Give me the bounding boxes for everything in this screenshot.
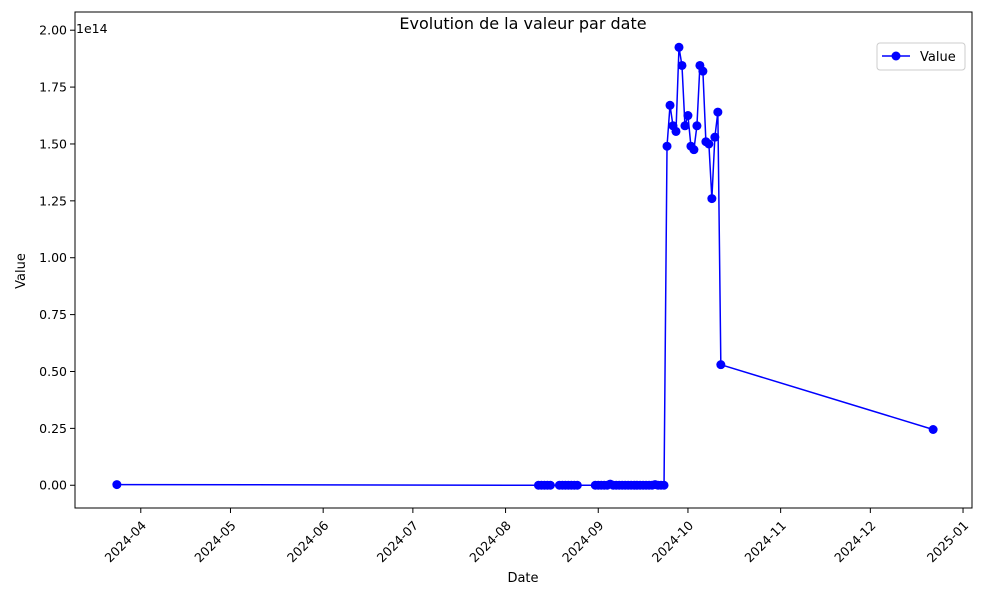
y-axis-label: Value [14, 253, 29, 289]
y-tick-label: 0.00 [39, 478, 67, 493]
data-point [928, 425, 938, 434]
data-point [659, 480, 669, 490]
data-point [689, 145, 699, 155]
data-point [680, 121, 690, 131]
legend-marker-swatch [891, 51, 901, 61]
data-point [716, 360, 726, 370]
data-point [665, 100, 675, 110]
data-point [707, 194, 717, 204]
y-tick-label: 1.75 [39, 80, 67, 95]
y-tick-label: 0.50 [39, 364, 67, 379]
y-tick-label: 0.25 [39, 421, 67, 436]
y-offset-text: 1e14 [76, 21, 108, 36]
data-point [671, 126, 681, 136]
data-point [692, 121, 702, 131]
x-axis-label: Date [507, 571, 538, 586]
data-point [112, 480, 122, 490]
data-point [677, 60, 687, 70]
legend-label: Value [920, 50, 956, 65]
y-tick-label: 1.50 [39, 136, 67, 151]
data-point [683, 111, 693, 121]
legend: Value [876, 42, 966, 71]
chart-title: Evolution de la valeur par date [399, 14, 646, 33]
data-point [710, 132, 720, 142]
plot-frame [74, 11, 973, 509]
series-layer [112, 42, 938, 490]
y-tick-label: 2.00 [39, 23, 67, 38]
data-point [674, 42, 684, 52]
data-point [572, 480, 582, 490]
y-tick-label: 1.00 [39, 250, 67, 265]
data-point [704, 139, 714, 149]
data-point [545, 480, 555, 490]
y-tick-label: 1.25 [39, 193, 67, 208]
y-axis-ticks: 0.00 0.25 0.50 0.75 1.00 1.25 1.50 1.75 2.00 [39, 23, 75, 493]
legend-box [876, 42, 966, 71]
y-tick-label: 0.75 [39, 307, 67, 322]
data-point [698, 66, 708, 76]
data-point [713, 107, 723, 117]
data-point [662, 141, 672, 151]
